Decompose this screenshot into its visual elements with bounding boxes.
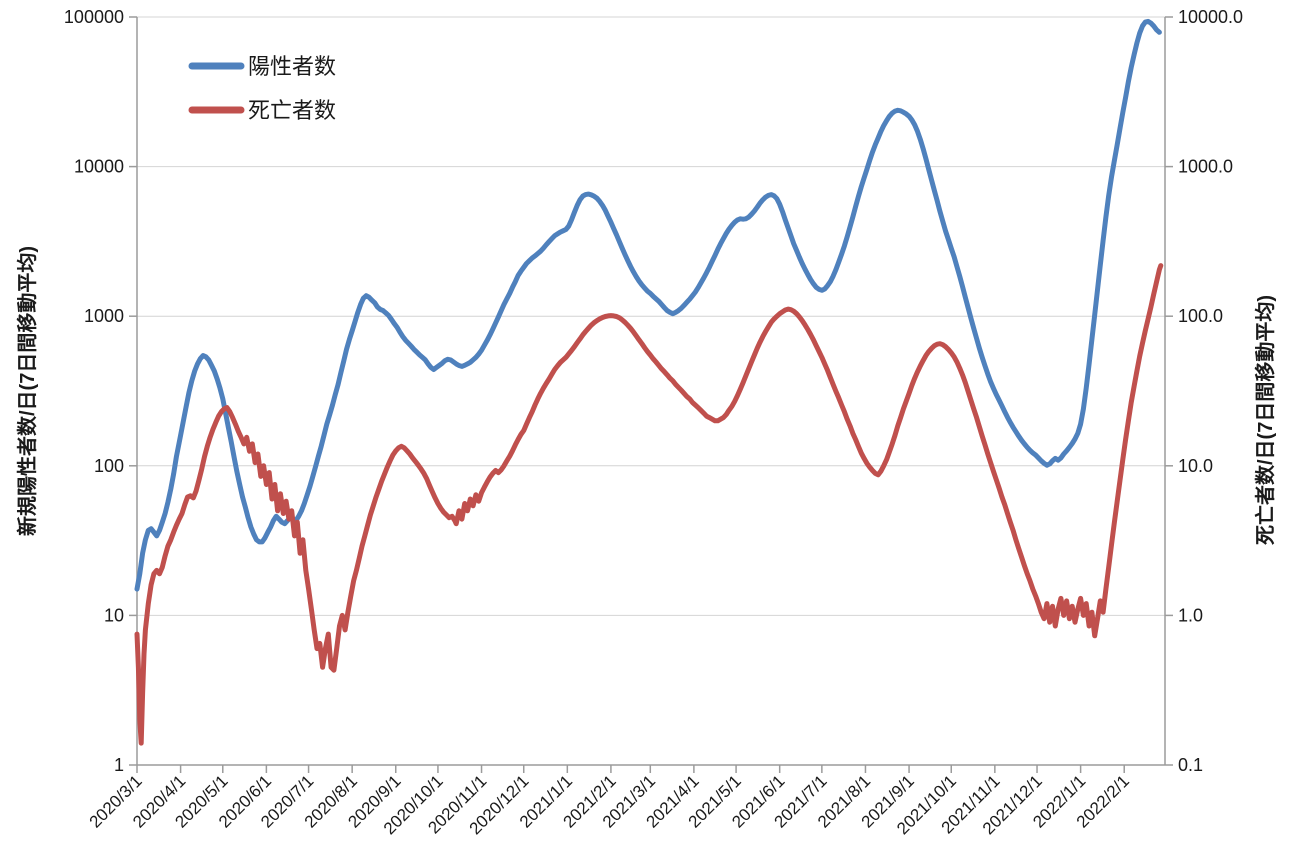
svg-text:100.0: 100.0	[1178, 306, 1223, 326]
svg-text:100: 100	[94, 456, 124, 476]
svg-text:1000: 1000	[84, 306, 124, 326]
series-line-positive	[134, 18, 1162, 592]
svg-text:100000: 100000	[64, 7, 124, 27]
svg-text:0.1: 0.1	[1178, 755, 1203, 775]
tick-marks	[129, 16, 1173, 773]
svg-text:10000: 10000	[74, 157, 124, 177]
gridlines	[137, 16, 1165, 766]
legend-label-deaths: 死亡者数	[248, 98, 336, 123]
svg-text:1.0: 1.0	[1178, 605, 1203, 625]
svg-text:1000.0: 1000.0	[1178, 157, 1233, 177]
x-axis-tick-labels: 2020/3/12020/4/12020/5/12020/6/12020/7/1…	[86, 771, 1133, 838]
axes	[136, 17, 1166, 765]
y-axis-right-tick-labels: 0.1 1.0 10.0 100.0 1000.0 10000.0	[1178, 7, 1243, 775]
y-axis-right-title: 死亡者数/日(7日間移動平均)	[1253, 295, 1277, 545]
y-axis-left-title: 新規陽性者数/日(7日間移動平均)	[15, 246, 39, 536]
svg-text:10: 10	[104, 605, 124, 625]
legend-label-positive: 陽性者数	[248, 54, 336, 79]
svg-text:10000.0: 10000.0	[1178, 7, 1243, 27]
data-series-lines	[134, 18, 1164, 746]
series-line-deaths	[134, 263, 1164, 746]
y-axis-left-tick-labels: 1 10 100 1000 10000 100000	[64, 7, 124, 775]
svg-text:1: 1	[114, 755, 124, 775]
svg-text:10.0: 10.0	[1178, 456, 1213, 476]
legend: 陽性者数 死亡者数	[188, 54, 336, 123]
